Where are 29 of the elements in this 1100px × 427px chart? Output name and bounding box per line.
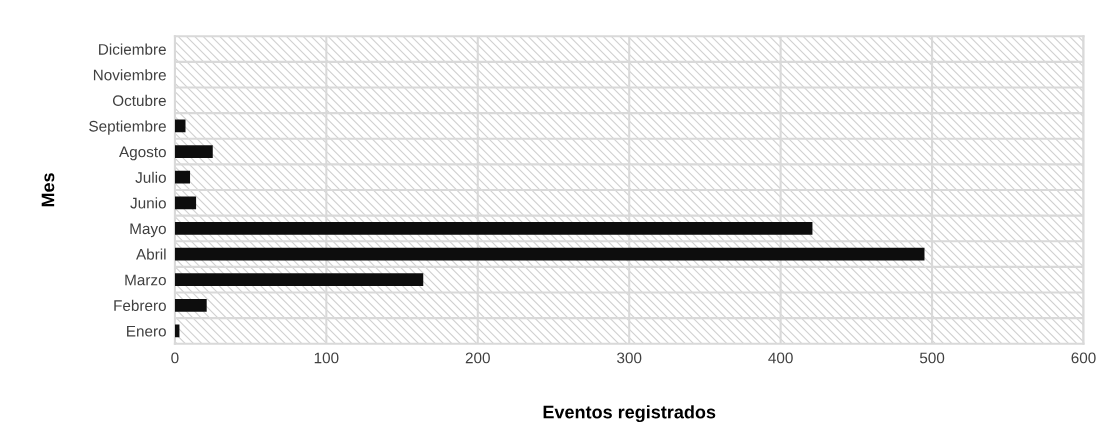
y-tick-label: Mayo <box>130 223 166 238</box>
x-tick-label: 0 <box>171 352 179 364</box>
y-tick-label: Marzo <box>125 274 166 286</box>
y-tick-label: Abril <box>136 248 166 260</box>
y-tick-label: Enero <box>127 325 166 337</box>
y-axis-title: Mes <box>41 173 55 207</box>
bar <box>174 145 213 158</box>
y-tick-label: Diciembre <box>99 43 166 55</box>
x-tick-label: 200 <box>465 352 490 364</box>
x-tick-label: 600 <box>1071 352 1096 364</box>
y-tick-label: Agosto <box>119 146 166 161</box>
x-tick-label: 100 <box>314 352 339 364</box>
bar <box>174 298 207 312</box>
y-tick-label: Noviembre <box>93 69 166 81</box>
x-tick-label: 300 <box>617 352 642 364</box>
y-tick-label: Octubre <box>112 94 166 107</box>
x-tick-label: 400 <box>768 352 793 364</box>
bar <box>174 222 813 235</box>
x-tick-label: 500 <box>919 352 945 364</box>
y-tick-label: Septiembre <box>89 120 166 135</box>
y-tick-label: Julio <box>135 171 166 183</box>
bar <box>174 247 925 261</box>
bar <box>174 273 424 287</box>
y-tick-label: Febrero <box>114 299 166 311</box>
bar <box>174 170 191 184</box>
bar <box>174 119 186 133</box>
y-tick-label: Junio <box>130 197 166 209</box>
bar <box>174 196 197 210</box>
x-axis-title: Eventos registrados <box>543 405 716 423</box>
